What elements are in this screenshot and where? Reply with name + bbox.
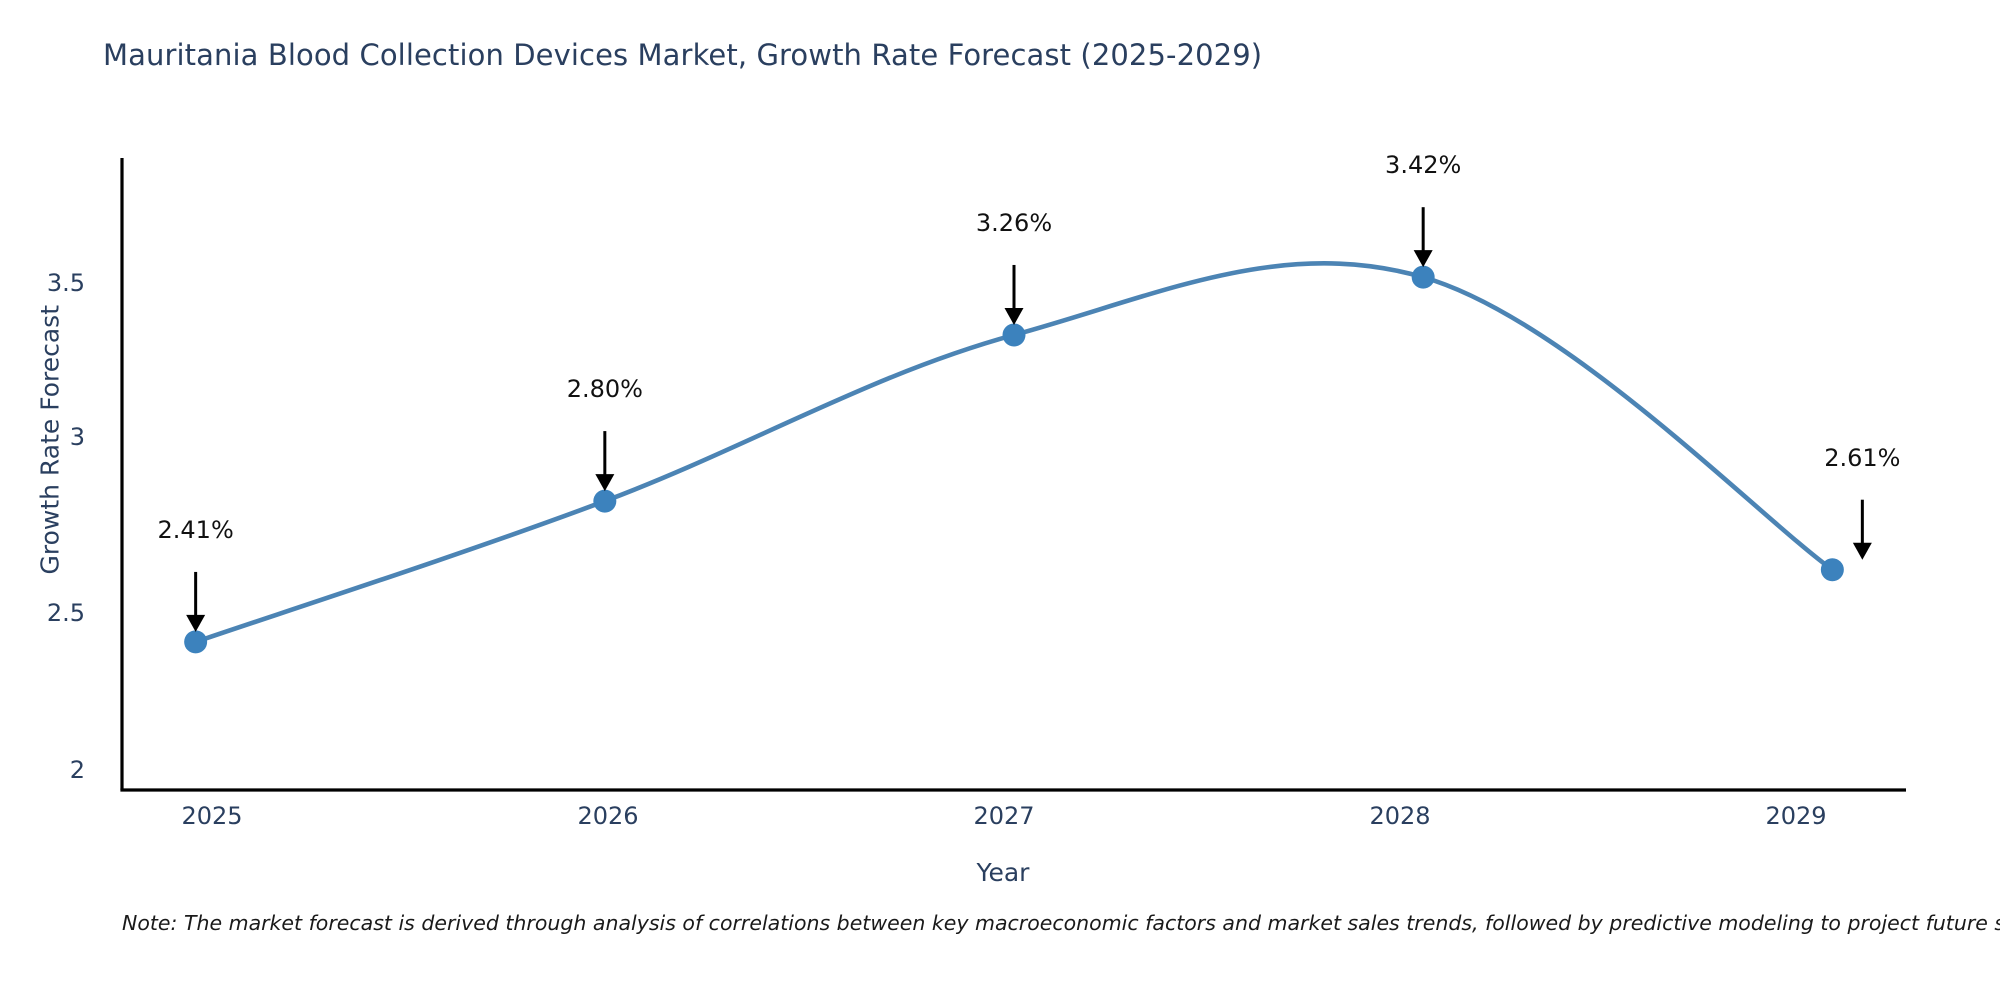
chart-title: Mauritania Blood Collection Devices Mark…	[103, 38, 1263, 72]
data-point-markers	[184, 265, 1844, 654]
data-label-2027: 3.26%	[975, 208, 1053, 237]
data-point-marker-2029	[1820, 558, 1844, 582]
x-tick-label-2: 2027	[973, 802, 1035, 830]
annotation-arrow-head-2027	[1004, 307, 1024, 325]
data-label-2025: 2.41%	[157, 515, 234, 544]
y-tick-label-2: 3	[69, 423, 85, 451]
data-point-marker-2025	[184, 630, 208, 654]
x-axis-title-text: Year	[976, 858, 1030, 887]
data-label-2026: 2.80%	[566, 375, 643, 404]
chart-footnote: Note: The market forecast is derived thr…	[122, 911, 2000, 935]
annotation-arrow-head-2026	[595, 474, 615, 492]
y-tick-label-3: 3.5	[46, 269, 85, 297]
data-point-marker-2026	[593, 489, 617, 513]
data-label-2029: 2.61%	[1824, 443, 1901, 472]
x-tick-label-3: 2028	[1369, 802, 1431, 830]
y-tick-label-0: 2	[69, 756, 85, 784]
x-tick-label-4: 2029	[1765, 802, 1827, 830]
x-tick-label-0: 2025	[181, 802, 243, 830]
x-axis-title: Year	[0, 858, 2000, 887]
annotation-arrow-head-2029	[1852, 542, 1872, 560]
y-tick-label-1: 2.5	[46, 599, 85, 627]
x-tick-label-1: 2026	[577, 802, 639, 830]
data-point-marker-2028	[1411, 265, 1435, 289]
annotation-arrow-head-2028	[1413, 250, 1433, 268]
annotation-arrow-head-2025	[186, 614, 206, 632]
annotation-arrows	[186, 207, 1872, 632]
data-point-marker-2027	[1002, 323, 1026, 347]
data-label-2028: 3.42%	[1385, 151, 1462, 180]
